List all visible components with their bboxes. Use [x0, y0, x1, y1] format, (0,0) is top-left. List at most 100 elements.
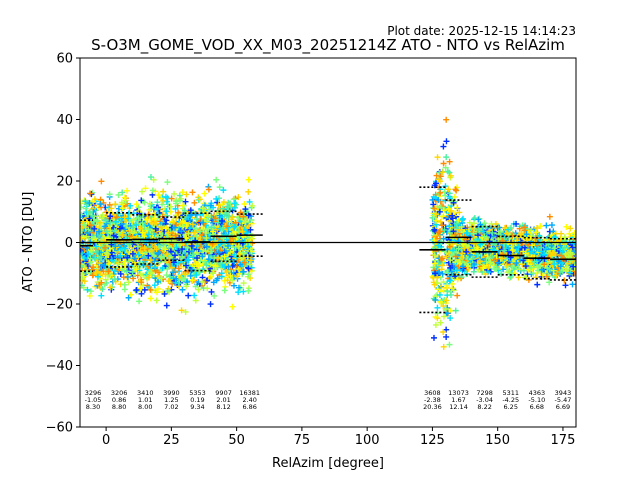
data-point [101, 281, 108, 288]
data-point [115, 191, 122, 198]
data-point [163, 302, 170, 309]
bin-annotation: 9.34 [190, 403, 204, 411]
x-tick-label: 75 [294, 433, 311, 448]
data-point [154, 285, 161, 292]
data-point [80, 282, 85, 289]
data-point [154, 289, 161, 296]
data-point [442, 183, 449, 190]
bin-annotation: 8.22 [477, 403, 491, 411]
data-point [112, 201, 119, 208]
data-point [175, 247, 182, 254]
data-point [127, 202, 134, 209]
y-tick-label: 60 [56, 52, 73, 67]
x-tick-label: 50 [228, 433, 245, 448]
data-point [98, 178, 105, 185]
data-point [229, 303, 236, 310]
data-point [80, 204, 85, 211]
data-point [444, 288, 451, 295]
data-point [245, 212, 252, 219]
data-point [213, 176, 220, 183]
data-point [440, 143, 447, 150]
data-point [208, 288, 215, 295]
data-point [151, 282, 158, 289]
data-point [182, 308, 189, 315]
data-point [108, 205, 115, 212]
data-point [245, 271, 252, 278]
data-point [230, 196, 237, 203]
data-point [180, 258, 187, 265]
data-point [207, 301, 214, 308]
data-point [155, 192, 162, 199]
data-point [440, 343, 447, 350]
data-point [204, 285, 211, 292]
y-tick-label: 40 [56, 113, 73, 128]
data-point [161, 290, 168, 297]
data-point [98, 279, 105, 286]
data-point [436, 291, 443, 298]
x-axis: 0 25 50 75 100 125 150 175 [102, 427, 575, 448]
x-tick-label: 125 [420, 433, 445, 448]
bin-annotations: 3296-1.058.3032060.868.8034101.018.00399… [85, 389, 572, 411]
data-point [168, 195, 175, 202]
bin-annotation: 8.12 [216, 403, 230, 411]
data-points [80, 116, 576, 350]
bin-annotation: 6.25 [503, 403, 517, 411]
data-point [197, 228, 204, 235]
data-point [183, 283, 190, 290]
y-axis-label: ATO - NTO [DU] [21, 192, 36, 293]
data-point [163, 198, 170, 205]
data-point [548, 222, 555, 229]
data-point [97, 201, 104, 208]
data-point [562, 282, 569, 289]
data-point [454, 292, 461, 299]
data-point [147, 262, 154, 269]
data-point [223, 269, 230, 276]
bin-annotation: 6.69 [556, 403, 570, 411]
data-point [211, 292, 218, 299]
data-point [569, 281, 576, 288]
data-point [195, 286, 202, 293]
data-point [183, 191, 190, 198]
data-point [124, 187, 131, 194]
data-point [246, 198, 253, 205]
data-point [176, 192, 183, 199]
data-point [189, 277, 196, 284]
data-point [248, 220, 255, 227]
data-point [98, 292, 105, 299]
y-tick-label: −60 [46, 421, 73, 436]
data-point [446, 158, 453, 165]
data-point [87, 288, 94, 295]
data-point [122, 226, 129, 233]
data-point [240, 280, 247, 287]
data-point [146, 200, 153, 207]
y-tick-label: 0 [65, 236, 73, 251]
data-point [132, 221, 139, 228]
x-tick-label: 100 [355, 433, 380, 448]
x-axis-label: RelAzim [degree] [272, 456, 384, 471]
data-point [434, 154, 441, 161]
data-point [147, 295, 154, 302]
data-point [208, 224, 215, 231]
data-point [241, 201, 248, 208]
data-point [118, 199, 125, 206]
data-point [84, 286, 91, 293]
bin-annotation: 8.30 [86, 403, 100, 411]
data-point [249, 240, 256, 247]
x-tick-label: 25 [163, 433, 180, 448]
data-point [127, 291, 134, 298]
data-point [235, 289, 242, 296]
data-point [111, 267, 118, 274]
bin-annotation: 7.02 [164, 403, 178, 411]
data-point [213, 195, 220, 202]
data-point [138, 197, 145, 204]
data-point [443, 154, 450, 161]
data-point [245, 176, 252, 183]
data-point [100, 199, 107, 206]
data-point [81, 197, 88, 204]
data-point [229, 277, 236, 284]
data-point [125, 294, 132, 301]
data-point [179, 253, 186, 260]
data-point [221, 287, 228, 294]
data-point [430, 334, 437, 341]
